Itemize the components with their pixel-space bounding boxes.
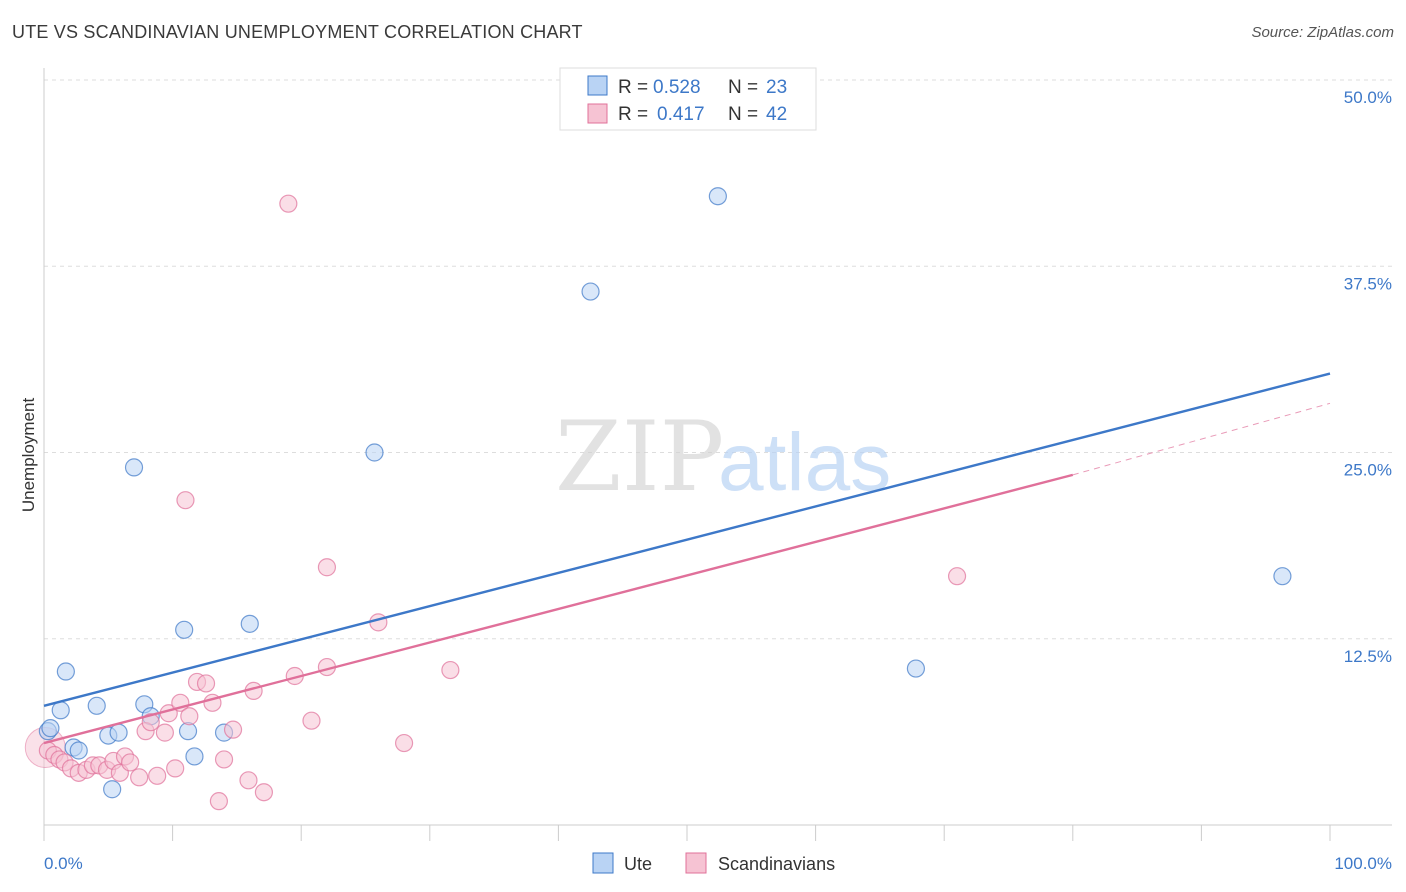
scandinavian-point <box>947 567 967 586</box>
bottom-legend-ute-swatch <box>592 852 614 874</box>
scandinavian-point <box>166 759 185 778</box>
scandinavian-point <box>141 713 160 732</box>
watermark-zip: ZIP <box>555 401 724 513</box>
ute-point <box>906 659 926 678</box>
ute-point <box>109 723 128 742</box>
legend-ute-n-label: N = <box>728 77 758 98</box>
ute-point <box>103 780 122 799</box>
legend-scand-r-label: R = <box>618 104 648 125</box>
scandinavian-trend-line <box>43 473 1074 745</box>
scandinavian-point <box>214 750 234 769</box>
ute-point <box>41 719 60 738</box>
legend-scand-n-label: N = <box>728 104 758 125</box>
bottom-legend-scand-swatch <box>685 852 707 874</box>
scandinavian-point <box>148 766 167 785</box>
y-tick-label: 25.0% <box>1344 461 1392 480</box>
scandinavian-point <box>254 783 274 802</box>
ute-trend-line <box>43 372 1331 707</box>
scandinavian-point <box>394 733 414 753</box>
legend-scand-n-value: 42 <box>766 104 787 125</box>
legend-ute-r-value: 0.528 <box>653 77 701 98</box>
y-tick-label: 50.0% <box>1344 88 1392 107</box>
scandinavian-point <box>279 194 298 213</box>
scandinavian-point <box>441 660 460 680</box>
scandinavian-point <box>155 723 174 742</box>
ute-point <box>87 696 106 715</box>
scandinavian-point <box>209 792 228 811</box>
ute-point <box>56 662 75 681</box>
y-tick-label: 37.5% <box>1344 274 1392 293</box>
legend-scand-swatch <box>587 103 608 124</box>
bottom-legend: Ute Scandinavians <box>592 852 835 874</box>
axes <box>43 68 1392 841</box>
ute-point <box>51 701 70 720</box>
ute-point <box>124 458 144 477</box>
scandinavian-point <box>176 491 195 510</box>
bottom-legend-ute-label: Ute <box>624 854 652 874</box>
legend-ute-r-label: R = <box>618 77 648 98</box>
legend-scand-r-value: 0.417 <box>657 104 705 125</box>
scandinavian-point <box>239 771 258 790</box>
ute-point <box>365 443 384 462</box>
chart-source: Source: ZipAtlas.com <box>1251 24 1394 41</box>
scandinavian-point <box>369 613 388 632</box>
x-tick-labels: 0.0% 100.0% <box>44 854 1392 873</box>
ute-point <box>240 614 259 633</box>
scandinavian-point <box>180 707 199 726</box>
scandinavian-point <box>223 720 243 739</box>
bottom-legend-scand-label: Scandinavians <box>718 854 835 874</box>
scatter-points <box>24 187 1292 811</box>
legend-ute-n-value: 23 <box>766 77 787 98</box>
ute-point <box>175 620 194 639</box>
ute-point <box>185 747 204 766</box>
y-axis-title: Unemployment <box>19 398 38 513</box>
ute-point <box>69 741 88 760</box>
scandinavian-point <box>302 711 321 730</box>
grid-lines <box>44 79 1392 640</box>
scandinavian-point <box>130 768 149 787</box>
scandinavian-point <box>196 674 216 693</box>
scandinavian-trend-extension <box>1072 402 1331 476</box>
watermark: ZIP atlas <box>555 401 891 513</box>
x-tick-label-min: 0.0% <box>44 854 83 873</box>
ute-point <box>708 187 727 206</box>
ute-point <box>1273 567 1292 586</box>
legend: R = 0.528 N = 23 R = 0.417 N = 42 <box>559 67 817 131</box>
legend-ute-swatch <box>587 75 608 96</box>
chart-title: UTE VS SCANDINAVIAN UNEMPLOYMENT CORRELA… <box>12 22 583 42</box>
x-tick-label-max: 100.0% <box>1334 854 1392 873</box>
scandinavian-point <box>121 753 140 772</box>
trend-lines <box>43 372 1331 745</box>
ute-point <box>581 282 600 301</box>
scandinavian-point <box>317 558 337 577</box>
watermark-atlas: atlas <box>718 417 891 508</box>
y-tick-label: 12.5% <box>1344 647 1392 666</box>
y-tick-labels: 12.5% 25.0% 37.5% 50.0% <box>1344 88 1392 666</box>
